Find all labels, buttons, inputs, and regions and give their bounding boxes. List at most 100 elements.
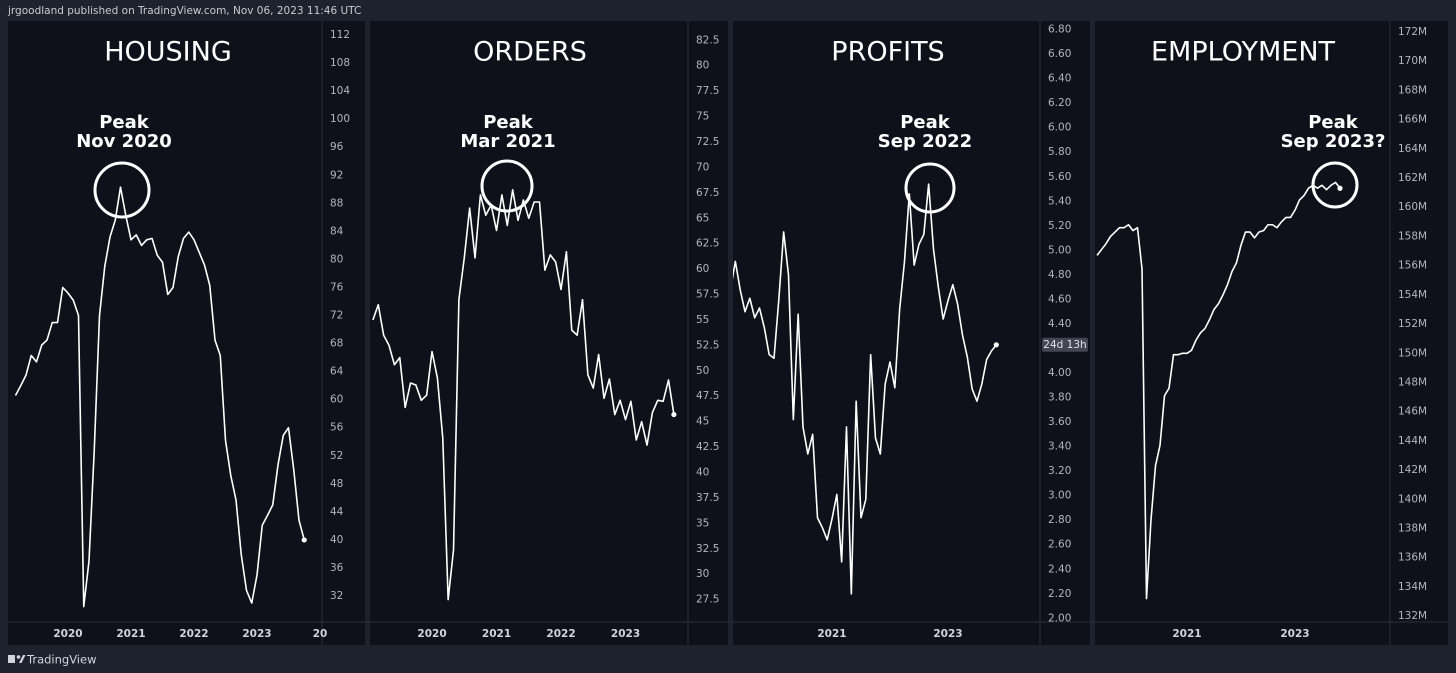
y-tick-label: 2.00 [1048, 612, 1071, 624]
x-tick-label: 2022 [179, 628, 208, 640]
y-tick-label: 52.5 [696, 339, 719, 351]
y-tick-label: 5.80 [1048, 146, 1071, 158]
y-tick-label: 4.80 [1048, 269, 1071, 281]
y-tick-label: 68 [330, 338, 343, 350]
y-tick-label: 70 [696, 161, 709, 173]
y-tick-label: 160M [1398, 201, 1427, 213]
y-tick-label: 134M [1398, 581, 1427, 593]
y-tick-label: 3.20 [1048, 465, 1071, 477]
y-tick-label: 6.00 [1048, 122, 1071, 134]
countdown-box [1042, 337, 1088, 352]
y-tick-label: 158M [1398, 230, 1427, 242]
y-tick-label: 2.80 [1048, 514, 1071, 526]
x-tick-label: 2020 [53, 628, 82, 640]
y-tick-label: 138M [1398, 523, 1427, 535]
x-tick-label: 2023 [1280, 628, 1309, 640]
y-tick-label: 30 [696, 568, 709, 580]
y-tick-label: 65 [696, 212, 709, 224]
x-tick-label: 2022 [546, 628, 575, 640]
y-tick-label: 36 [330, 562, 344, 574]
y-tick-label: 56 [330, 422, 344, 434]
line [372, 189, 675, 601]
panel [370, 21, 728, 645]
y-tick-label: 72.5 [696, 136, 719, 148]
y-tick-label: 75 [696, 111, 709, 123]
y-tick-label: 52 [330, 450, 343, 462]
annotation: Peak [99, 112, 150, 133]
panel-title: ORDERS [473, 37, 587, 68]
y-tick-label: 132M [1398, 610, 1427, 622]
last-point [301, 537, 307, 543]
logo [8, 655, 26, 663]
line [14, 186, 306, 608]
y-tick-label: 2.60 [1048, 539, 1071, 551]
y-tick-label: 140M [1398, 493, 1427, 505]
y-tick-label: 6.80 [1048, 24, 1071, 36]
last-point [1337, 185, 1343, 191]
y-tick-label: 142M [1398, 464, 1427, 476]
y-tick-label: 76 [330, 281, 344, 293]
footer-brand: TradingView [26, 653, 96, 667]
x-tick-label: 20 [313, 628, 328, 640]
y-tick-label: 162M [1398, 172, 1427, 184]
y-tick-label: 104 [330, 85, 350, 97]
y-tick-label: 60 [696, 263, 709, 275]
panel [733, 21, 1090, 645]
highlight-circle [1311, 161, 1359, 209]
annotation: Mar 2021 [460, 131, 555, 152]
y-tick-label: 172M [1398, 26, 1427, 38]
y-tick-label: 35 [696, 517, 709, 529]
y-tick-label: 2.40 [1048, 563, 1071, 575]
y-tick-label: 55 [696, 314, 709, 326]
y-tick-label: 112 [330, 29, 350, 41]
line [733, 183, 997, 595]
y-tick-label: 3.80 [1048, 392, 1071, 404]
line [1096, 181, 1341, 600]
highlight-circle [904, 162, 956, 214]
y-tick-label: 82.5 [696, 34, 719, 46]
y-tick-label: 5.20 [1048, 220, 1071, 232]
y-tick-label: 6.60 [1048, 48, 1071, 60]
x-tick-label: 2021 [482, 628, 511, 640]
panel [1095, 21, 1448, 645]
y-tick-label: 45 [696, 416, 709, 428]
y-tick-label: 108 [330, 57, 350, 69]
y-tick-label: 5.00 [1048, 244, 1071, 256]
last-point [993, 342, 999, 348]
plot [1096, 181, 1341, 600]
x-tick-label: 2021 [1172, 628, 1201, 640]
y-tick-label: 32.5 [696, 543, 719, 555]
panel [8, 21, 365, 645]
y-tick-label: 50 [696, 365, 709, 377]
y-tick-label: 3.60 [1048, 416, 1071, 428]
x-tick-label: 2021 [116, 628, 145, 640]
y-tick-label: 92 [330, 169, 343, 181]
highlight-circle [93, 161, 151, 219]
y-tick-label: 88 [330, 197, 343, 209]
y-tick-label: 170M [1398, 55, 1427, 67]
panel-title: EMPLOYMENT [1151, 37, 1336, 68]
y-tick-label: 136M [1398, 552, 1427, 564]
y-tick-label: 48 [330, 478, 343, 490]
annotation: Peak [483, 112, 534, 133]
y-tick-label: 144M [1398, 435, 1427, 447]
countdown-label: 24d 13h [1043, 339, 1086, 351]
y-tick-label: 4.40 [1048, 318, 1071, 330]
y-tick-label: 84 [330, 225, 344, 237]
y-tick-label: 40 [696, 467, 709, 479]
y-tick-label: 67.5 [696, 187, 719, 199]
highlight-circle [480, 159, 534, 213]
y-tick-label: 166M [1398, 114, 1427, 126]
y-tick-label: 77.5 [696, 85, 719, 97]
y-tick-label: 152M [1398, 318, 1427, 330]
y-tick-label: 4.00 [1048, 367, 1071, 379]
y-tick-label: 100 [330, 113, 350, 125]
x-tick-label: 2021 [817, 628, 846, 640]
annotation: Sep 2023? [1281, 131, 1386, 152]
y-tick-label: 168M [1398, 84, 1427, 96]
x-tick-label: 2023 [611, 628, 640, 640]
x-tick-label: 2023 [242, 628, 271, 640]
annotation: Sep 2022 [878, 131, 972, 152]
last-point [671, 411, 677, 418]
